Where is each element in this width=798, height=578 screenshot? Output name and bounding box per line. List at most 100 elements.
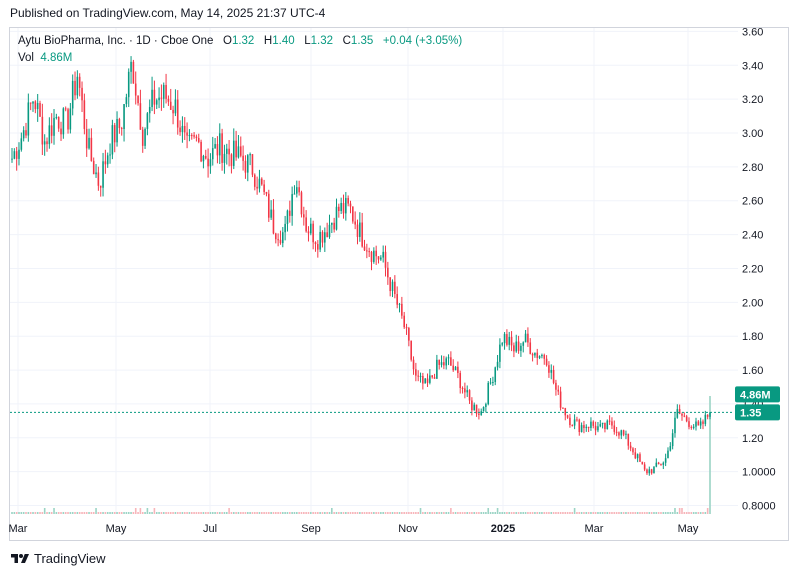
chart-legend: Aytu BioPharma, Inc. · 1D · Cboe One O1.… <box>18 35 462 47</box>
volume-bar <box>288 512 291 514</box>
volume-bar <box>258 512 261 514</box>
volume-bar <box>548 512 550 514</box>
candle-body <box>555 382 557 390</box>
candle-body <box>39 103 41 117</box>
volume-bar <box>326 512 328 514</box>
volume-bar <box>424 512 426 514</box>
y-tick-label: 2.00 <box>742 297 763 309</box>
volume-bar <box>629 512 632 514</box>
volume-bar <box>443 512 445 514</box>
volume-bar <box>618 512 620 514</box>
footer-brand[interactable]: TradingView <box>10 551 106 566</box>
y-tick-label: 2.20 <box>742 263 763 275</box>
candle-body <box>333 222 335 230</box>
volume-bar <box>251 512 254 514</box>
volume-bar <box>50 512 53 514</box>
candle-body <box>692 426 695 428</box>
volume-bar <box>464 512 466 514</box>
candle-body <box>594 425 597 431</box>
candle-body <box>242 155 244 161</box>
candle-body <box>401 303 403 316</box>
candle-body <box>475 404 478 414</box>
volume-bar <box>20 512 23 514</box>
candle-body <box>380 257 382 260</box>
volume-bar <box>312 512 314 514</box>
volume-bar <box>489 512 492 514</box>
candle-body <box>340 203 342 212</box>
volume-bar <box>92 512 95 514</box>
candle-body <box>113 125 116 143</box>
volume-bar <box>281 512 284 514</box>
candle-body <box>438 359 441 365</box>
candle-body <box>662 462 665 465</box>
candle-body <box>183 125 186 133</box>
candle-body <box>529 342 532 354</box>
candle-body <box>305 217 307 232</box>
candle-body <box>695 421 697 427</box>
volume-bar <box>550 512 553 514</box>
candle-body <box>688 421 690 427</box>
volume-bar <box>534 512 536 514</box>
volume-bar <box>321 512 324 514</box>
volume-bar <box>172 512 174 514</box>
candle-body <box>43 141 46 145</box>
candle-body <box>195 136 198 139</box>
candle-body <box>111 125 114 155</box>
volume-bar <box>660 512 662 514</box>
volume-bar <box>373 512 375 514</box>
candle-body <box>387 267 389 278</box>
candle-body <box>552 369 555 383</box>
volume-bar <box>260 512 263 514</box>
y-tick-label: 3.60 <box>742 26 763 38</box>
candle-body <box>123 104 125 129</box>
candle-body <box>436 359 438 379</box>
candle-body <box>611 421 613 426</box>
volume-bar <box>15 512 18 514</box>
volume-bar <box>228 508 230 514</box>
volume-bar <box>60 512 62 514</box>
candle-body <box>382 251 384 258</box>
volume-bar <box>232 512 235 514</box>
volume-bar <box>296 512 298 514</box>
symbol-label[interactable]: Aytu BioPharma, Inc. · 1D · Cboe One <box>18 35 214 47</box>
candle-body <box>190 135 193 137</box>
volume-bar <box>613 512 616 514</box>
chart-frame[interactable] <box>9 27 789 541</box>
volume-bar <box>120 512 123 514</box>
candle-body <box>627 433 630 446</box>
volume-bar <box>678 508 681 514</box>
volume-bar <box>384 512 387 514</box>
candle-body <box>331 222 333 225</box>
volume-bar <box>641 512 644 514</box>
candle-body <box>415 369 417 376</box>
volume-bar <box>622 512 625 514</box>
volume-bar <box>279 512 282 514</box>
candle-body <box>590 421 592 428</box>
candle-body <box>506 334 508 345</box>
candle-body <box>660 464 662 466</box>
volume-bar <box>394 512 396 514</box>
volume-bar <box>527 512 529 514</box>
volume-bar <box>391 512 394 514</box>
volume-bar <box>471 512 473 514</box>
volume-badge: 4.86M <box>735 386 780 403</box>
volume-bar <box>188 512 191 514</box>
candle-body <box>253 174 256 187</box>
volume-bar <box>352 512 354 514</box>
volume-bar <box>492 512 494 514</box>
candle-body <box>221 133 223 163</box>
volume-bar <box>303 512 305 514</box>
volume-bar <box>417 512 419 514</box>
volume-bar <box>342 512 345 514</box>
low-value: 1.32 <box>310 35 334 47</box>
candle-body <box>354 221 356 225</box>
candle-body <box>272 209 275 234</box>
volume-bar <box>354 512 356 514</box>
volume-bar <box>195 512 198 514</box>
volume-bar <box>485 512 487 514</box>
volume-bar <box>207 512 209 514</box>
candle-body <box>69 108 72 130</box>
volume-bar <box>141 512 144 514</box>
candle-body <box>422 375 424 384</box>
